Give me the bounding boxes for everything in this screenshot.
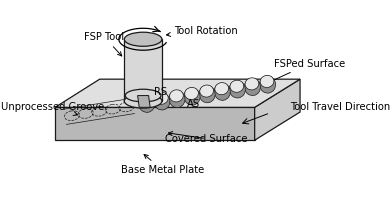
Ellipse shape — [124, 32, 162, 46]
Polygon shape — [55, 79, 300, 107]
Ellipse shape — [199, 85, 215, 103]
Ellipse shape — [125, 89, 161, 102]
Ellipse shape — [214, 83, 230, 100]
Text: FSPed Surface: FSPed Surface — [262, 59, 346, 85]
Text: Base Metal Plate: Base Metal Plate — [121, 155, 204, 175]
Ellipse shape — [260, 75, 274, 88]
Ellipse shape — [244, 78, 260, 96]
Ellipse shape — [140, 95, 153, 107]
Ellipse shape — [169, 90, 185, 108]
Ellipse shape — [260, 76, 276, 93]
Polygon shape — [55, 107, 255, 140]
Ellipse shape — [185, 87, 198, 100]
Ellipse shape — [245, 78, 259, 90]
Text: RS: RS — [154, 87, 167, 97]
Polygon shape — [138, 96, 150, 107]
Ellipse shape — [200, 85, 213, 97]
Ellipse shape — [154, 93, 170, 110]
Polygon shape — [124, 39, 162, 101]
Ellipse shape — [184, 88, 200, 105]
Ellipse shape — [229, 81, 246, 98]
Text: Unprocessed Groove: Unprocessed Groove — [1, 102, 104, 116]
Ellipse shape — [230, 80, 244, 92]
Ellipse shape — [170, 90, 183, 102]
Polygon shape — [255, 79, 300, 140]
Ellipse shape — [139, 95, 155, 112]
Ellipse shape — [124, 94, 162, 108]
Ellipse shape — [154, 92, 168, 104]
Text: Covered Surface: Covered Surface — [165, 132, 248, 144]
Text: Tool Travel Direction: Tool Travel Direction — [290, 102, 390, 112]
Text: Tool Rotation: Tool Rotation — [167, 26, 238, 37]
Ellipse shape — [215, 83, 229, 95]
Text: FSP Tool: FSP Tool — [84, 32, 124, 56]
Text: AS: AS — [187, 99, 200, 109]
